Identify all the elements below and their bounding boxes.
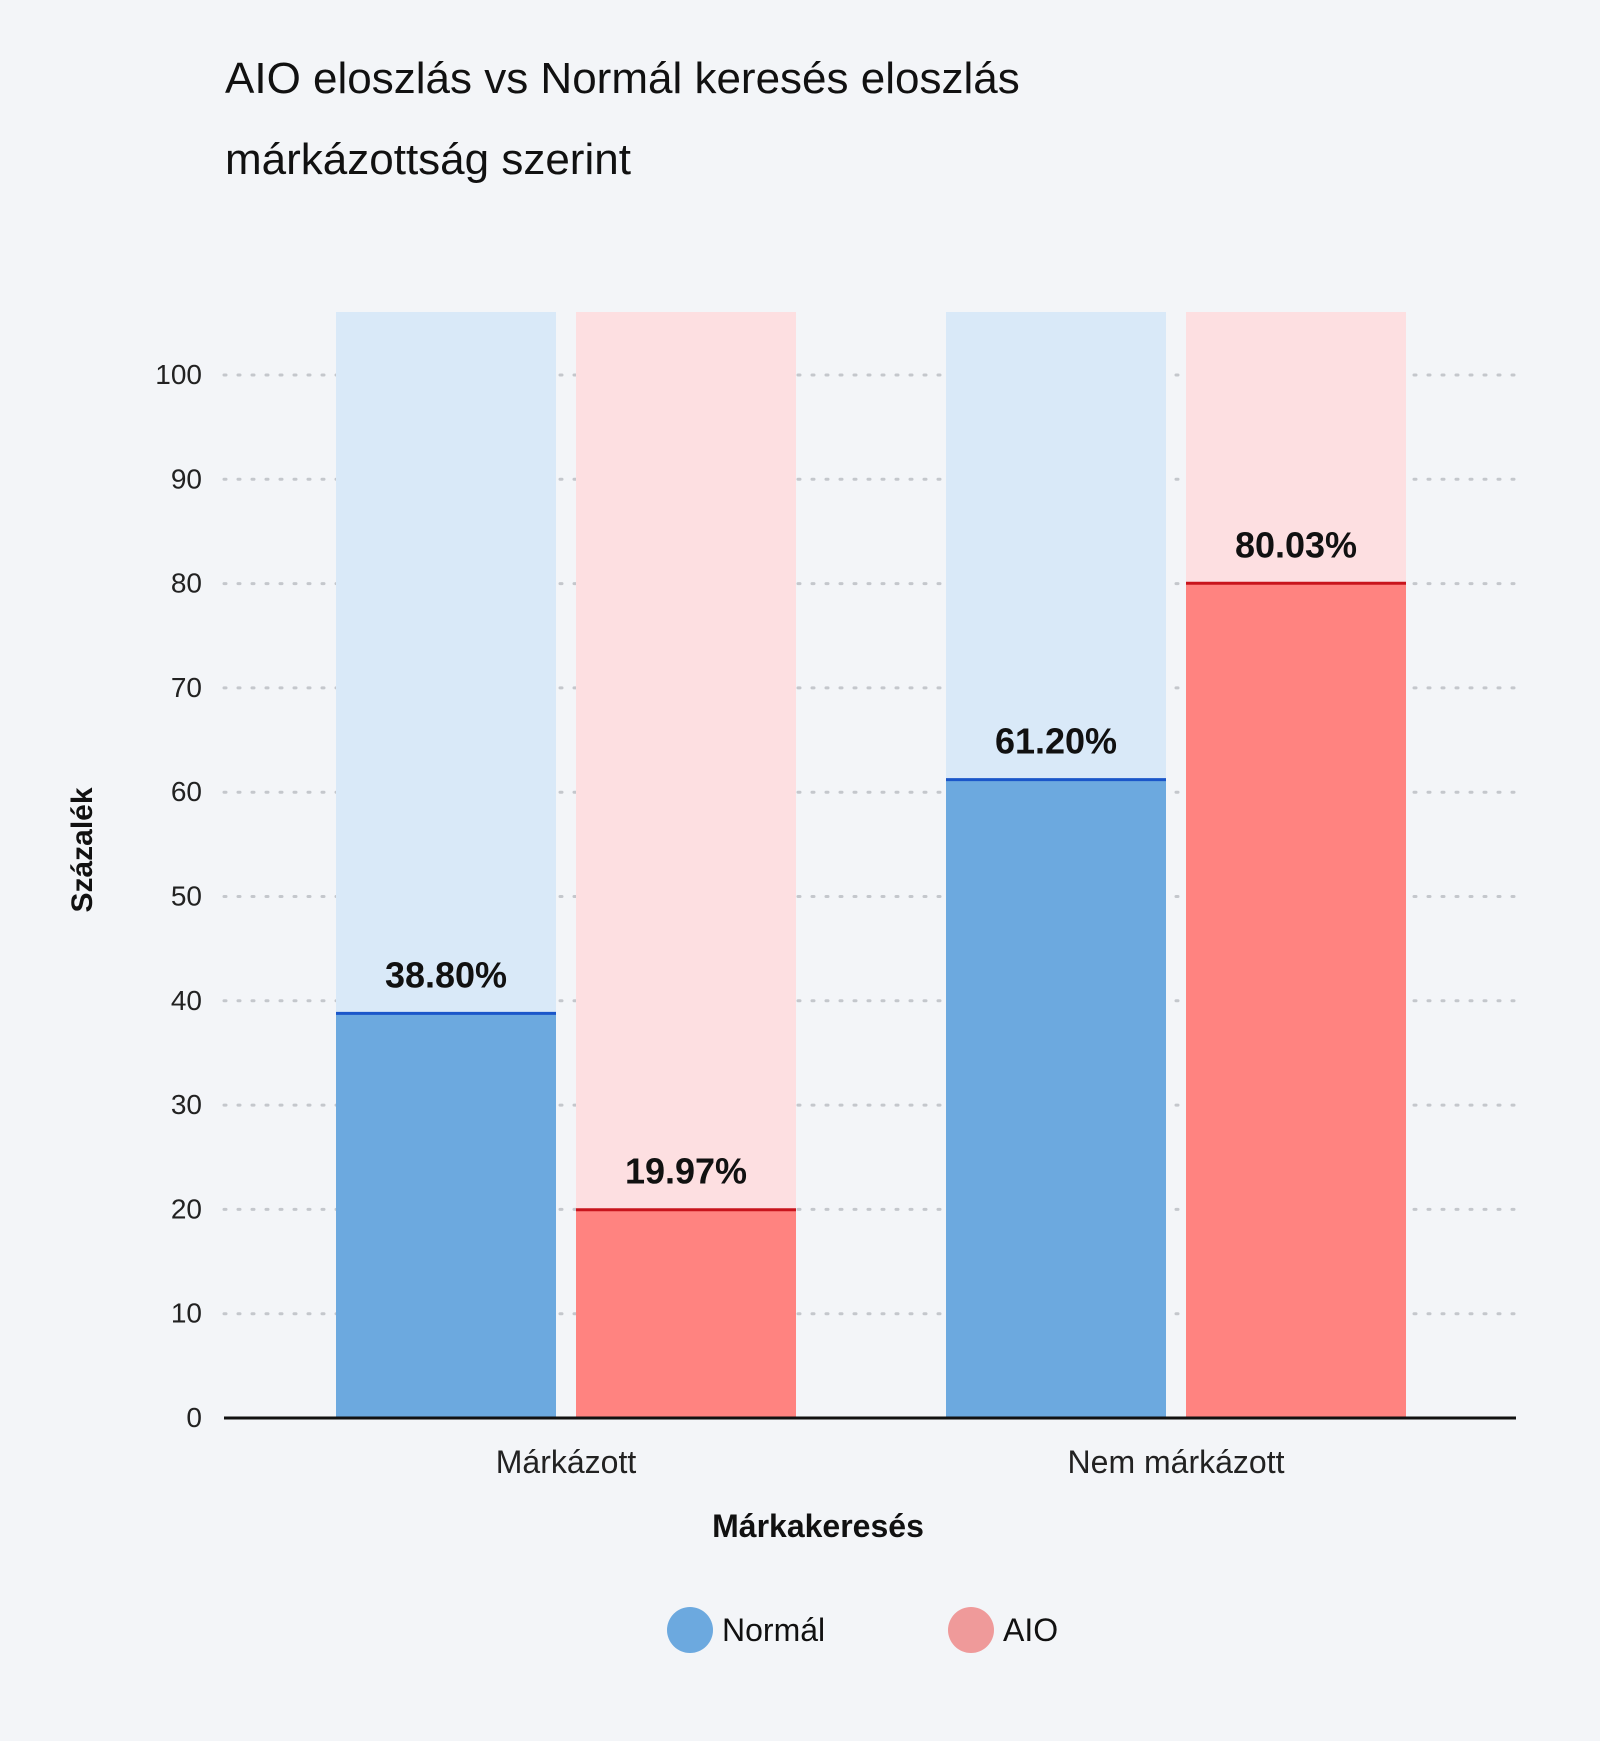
- y-tick-label: 80: [171, 568, 202, 599]
- y-tick-label: 30: [171, 1089, 202, 1120]
- y-tick-label: 0: [186, 1402, 202, 1433]
- bar: [1186, 583, 1406, 1418]
- y-axis-label: Százalék: [66, 787, 99, 912]
- x-axis-label: Márkakeresés: [712, 1508, 924, 1544]
- x-tick-label: Márkázott: [496, 1444, 637, 1480]
- y-tick-label: 50: [171, 881, 202, 912]
- y-tick-label: 20: [171, 1193, 202, 1224]
- chart-title-line-1: AIO eloszlás vs Normál keresés eloszlás: [225, 54, 1020, 103]
- data-label: 19.97%: [625, 1151, 747, 1192]
- y-tick-label: 70: [171, 672, 202, 703]
- data-label: 38.80%: [385, 954, 507, 995]
- y-tick-label: 60: [171, 776, 202, 807]
- data-label: 61.20%: [995, 721, 1117, 762]
- legend-swatch: [667, 1607, 713, 1653]
- legend-swatch: [948, 1607, 994, 1653]
- y-tick-label: 100: [155, 359, 202, 390]
- bar: [946, 779, 1166, 1418]
- y-tick-label: 10: [171, 1298, 202, 1329]
- bar: [576, 1209, 796, 1418]
- x-tick-label: Nem márkázott: [1068, 1444, 1285, 1480]
- y-tick-label: 40: [171, 985, 202, 1016]
- y-tick-label: 90: [171, 463, 202, 494]
- bar: [336, 1013, 556, 1418]
- legend-label: AIO: [1003, 1612, 1058, 1648]
- legend-label: Normál: [722, 1612, 825, 1648]
- data-label: 80.03%: [1235, 524, 1357, 565]
- chart-title-line-2: márkázottság szerint: [225, 135, 631, 184]
